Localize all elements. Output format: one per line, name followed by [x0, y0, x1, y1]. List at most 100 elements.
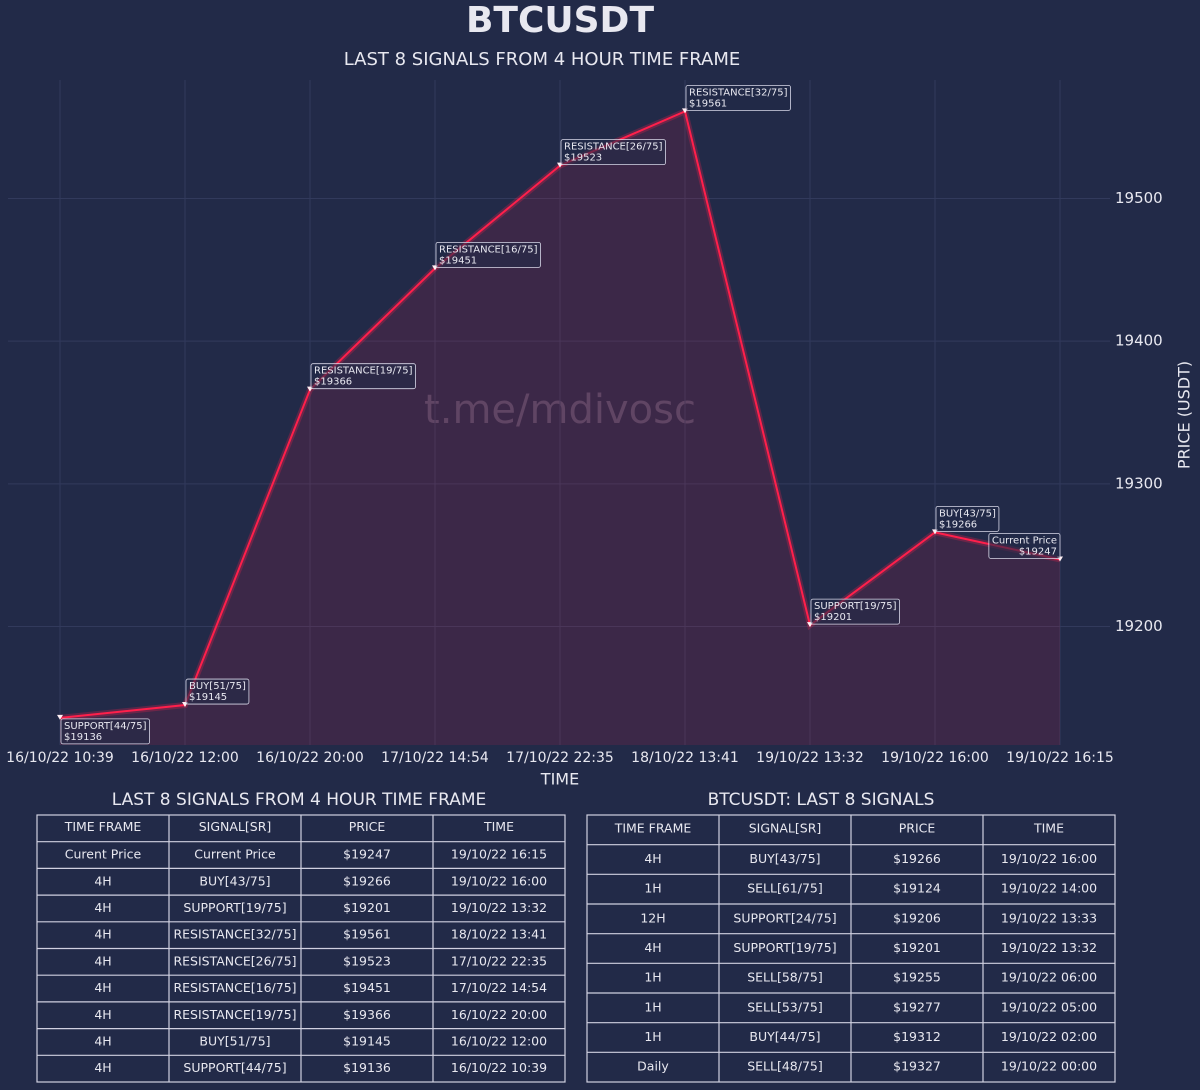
marker [57, 714, 63, 720]
x-tick-label: 16/10/22 10:39 [6, 750, 114, 766]
x-axis-label: TIME [540, 770, 579, 789]
table-cell: 4H [94, 953, 111, 968]
table-cell: SELL[61/75] [747, 881, 823, 896]
table-cell: 1H [644, 881, 661, 896]
annotation-label: RESISTANCE[32/75] [689, 87, 788, 98]
table-cell: SUPPORT[44/75] [183, 1060, 286, 1075]
table-cell: Daily [637, 1059, 669, 1074]
table-cell: 17/10/22 22:35 [451, 953, 547, 968]
table-cell: SELL[53/75] [747, 999, 823, 1014]
table-title: BTCUSDT: LAST 8 SIGNALS [708, 790, 935, 810]
table-cell: SUPPORT[24/75] [733, 910, 836, 925]
table-cell: 4H [94, 1007, 111, 1022]
annotation-label: RESISTANCE[26/75] [564, 142, 663, 153]
table-cell: 4H [94, 1033, 111, 1048]
table-cell: 4H [94, 980, 111, 995]
annotation: SUPPORT[44/75]$19136 [60, 718, 150, 745]
table-cell: $19145 [343, 1033, 391, 1048]
table-cell: 12H [640, 910, 665, 925]
table-cell: 19/10/22 05:00 [1001, 999, 1097, 1014]
table-cell: $19266 [343, 873, 391, 888]
table-cell: $19266 [893, 851, 941, 866]
table-cell: 1H [644, 1029, 661, 1044]
table-header-cell: TIME FRAME [614, 820, 692, 835]
area [60, 111, 1060, 746]
table-header-cell: SIGNAL[SR] [749, 820, 822, 835]
annotation-box [185, 678, 250, 705]
table-header-cell: PRICE [899, 820, 936, 835]
value-label: $19366 [314, 377, 352, 388]
table-cell: $19206 [893, 910, 941, 925]
table-cell: 19/10/22 02:00 [1001, 1029, 1097, 1044]
table-cell: $19201 [343, 900, 391, 915]
value-label: $19201 [814, 612, 852, 623]
table-cell: 4H [94, 900, 111, 915]
table-cell: SUPPORT[19/75] [733, 940, 836, 955]
table-header-cell: TIME [483, 819, 514, 834]
annotation-box [685, 84, 791, 111]
table-cell: SELL[48/75] [747, 1059, 823, 1074]
table-cell: 19/10/22 13:32 [1001, 940, 1097, 955]
x-tick-label: 17/10/22 14:54 [381, 750, 489, 766]
annotation: BUY[43/75]$19266 [935, 505, 1000, 532]
table-cell: 19/10/22 16:00 [1001, 851, 1097, 866]
value-label: $19145 [189, 692, 227, 703]
table-cell: 19/10/22 00:00 [1001, 1059, 1097, 1074]
table-cell: $19366 [343, 1007, 391, 1022]
value-label: $19136 [64, 732, 102, 743]
table-cell: RESISTANCE[32/75] [173, 927, 296, 942]
table-cell: RESISTANCE[16/75] [173, 980, 296, 995]
chart-title: BTCUSDT [466, 0, 654, 41]
annotation: RESISTANCE[19/75]$19366 [310, 363, 416, 390]
table-cell: 16/10/22 12:00 [451, 1033, 547, 1048]
annotation: Current Price$19247 [988, 533, 1061, 559]
value-label: $19247 [1019, 546, 1057, 557]
table-cell: $19451 [343, 980, 391, 995]
table-cell: RESISTANCE[26/75] [173, 953, 296, 968]
table-cell: 19/10/22 13:33 [1001, 910, 1097, 925]
table-cell: $19312 [893, 1029, 941, 1044]
annotation-label: RESISTANCE[16/75] [439, 244, 538, 255]
x-tick-label: 19/10/22 16:00 [881, 750, 989, 766]
table-cell: 4H [94, 1060, 111, 1075]
table-cell: $19561 [343, 927, 391, 942]
table-cell: BUY[51/75] [199, 1033, 270, 1048]
table-cell: 17/10/22 14:54 [451, 980, 547, 995]
table-cell: SUPPORT[19/75] [183, 900, 286, 915]
x-tick-label: 17/10/22 22:35 [506, 750, 614, 766]
table-cell: RESISTANCE[19/75] [173, 1007, 296, 1022]
table-cell: $19255 [893, 970, 941, 985]
value-label: $19561 [689, 98, 727, 109]
table-cell: 1H [644, 970, 661, 985]
table-cell: $19277 [893, 999, 941, 1014]
table-cell: $19201 [893, 940, 941, 955]
table-cell: $19247 [343, 847, 391, 862]
annotation: RESISTANCE[26/75]$19523 [560, 139, 666, 166]
value-label: $19451 [439, 255, 477, 266]
table-title: LAST 8 SIGNALS FROM 4 HOUR TIME FRAME [112, 790, 487, 810]
table-header-cell: PRICE [349, 819, 386, 834]
annotation-box [988, 533, 1061, 559]
annotation-box [60, 718, 150, 745]
annotation: RESISTANCE[32/75]$19561 [685, 84, 791, 111]
annotation-label: BUY[43/75] [939, 508, 996, 519]
y-tick-label: 19200 [1115, 617, 1163, 635]
table-cell: Current Price [194, 847, 276, 862]
table-cell: 4H [94, 927, 111, 942]
table-cell: BUY[43/75] [199, 873, 270, 888]
x-tick-label: 19/10/22 16:15 [1006, 750, 1114, 766]
annotation-label: SUPPORT[19/75] [814, 601, 897, 612]
table-cell: BUY[44/75] [749, 1029, 820, 1044]
annotation-box [560, 139, 666, 166]
annotation: RESISTANCE[16/75]$19451 [435, 241, 541, 268]
table-cell: $19136 [343, 1060, 391, 1075]
annotation-box [435, 241, 541, 268]
y-axis-label: PRICE (USDT) [1175, 361, 1194, 469]
table-cell: 4H [644, 851, 661, 866]
annotation: BUY[51/75]$19145 [185, 678, 250, 705]
annotation-box [935, 505, 1000, 532]
table-cell: 4H [644, 940, 661, 955]
table-cell: 18/10/22 13:41 [451, 927, 547, 942]
table-cell: 1H [644, 999, 661, 1014]
